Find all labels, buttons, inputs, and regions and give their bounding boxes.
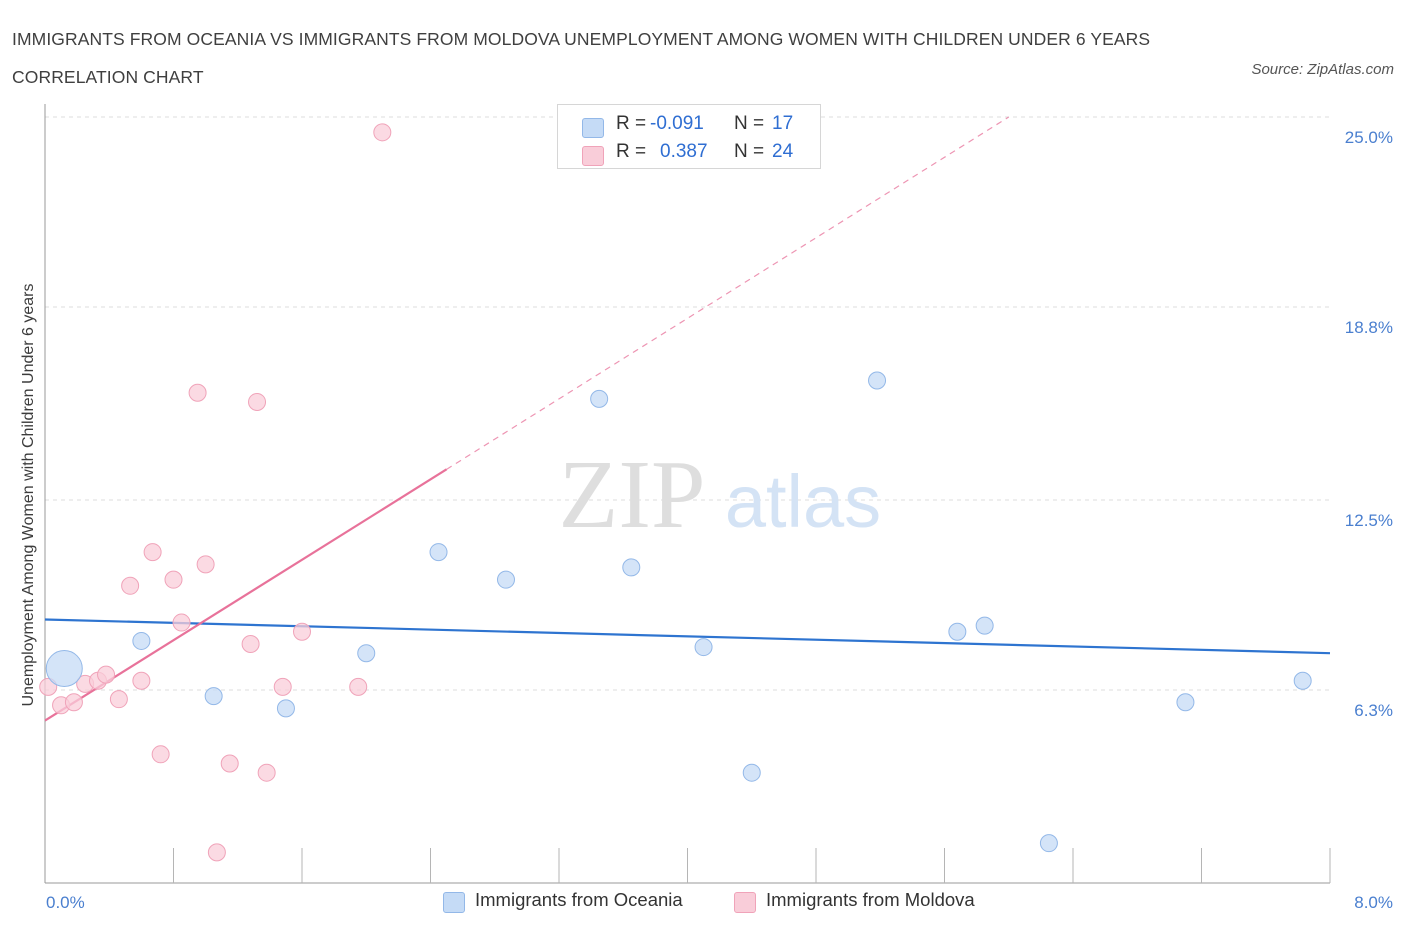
oceania-point xyxy=(975,616,994,635)
oceania-point xyxy=(1293,671,1312,690)
moldova-swatch xyxy=(582,146,604,166)
moldova-point xyxy=(132,671,151,690)
y-axis-label: Unemployment Among Women with Children U… xyxy=(20,283,37,706)
r-value: 0.387 xyxy=(660,141,708,162)
moldova-point xyxy=(349,677,368,696)
source-label: Source: ZipAtlas.com xyxy=(1251,61,1394,78)
moldova-point xyxy=(109,690,128,709)
oceania-point xyxy=(694,638,713,657)
oceania-point xyxy=(276,699,295,718)
axes xyxy=(44,104,1331,884)
moldova-point xyxy=(121,576,140,595)
legend-label-moldova: Immigrants from Moldova xyxy=(766,889,975,910)
oceania-point xyxy=(45,650,83,688)
r-label: R = xyxy=(616,141,647,162)
oceania-point xyxy=(742,763,761,782)
oceania-point xyxy=(948,622,967,641)
oceania-point xyxy=(590,389,609,408)
moldova-point xyxy=(172,613,191,632)
moldova-point xyxy=(273,677,292,696)
n-label: N = xyxy=(734,141,765,162)
moldova-point xyxy=(143,543,162,562)
moldova-point xyxy=(188,383,207,402)
oceania-point xyxy=(868,371,887,390)
oceania-point xyxy=(1176,693,1195,712)
tick-labels: 6.3% 12.5% 18.8% 25.0% 0.0% 8.0% xyxy=(46,128,1393,912)
moldova-point xyxy=(164,570,183,589)
moldova-swatch xyxy=(734,892,756,913)
oceania-swatch xyxy=(582,118,604,138)
moldova-point xyxy=(220,754,239,773)
moldova-point xyxy=(248,392,267,411)
watermark: ZIP atlas xyxy=(559,441,882,549)
oceania-point xyxy=(622,558,641,577)
moldova-point xyxy=(97,665,116,684)
series-legend: Immigrants from Oceania Immigrants from … xyxy=(0,889,1406,917)
grid-lines xyxy=(45,116,1330,691)
chart-title: IMMIGRANTS FROM OCEANIA VS IMMIGRANTS FR… xyxy=(12,29,1151,87)
x-tick-label: 0.0% xyxy=(46,893,85,912)
correlation-legend: R = -0.091 N = 17 R = 0.387 N = 24 xyxy=(557,104,821,169)
moldova-point xyxy=(373,123,392,142)
oceania-trend-line xyxy=(44,618,1331,655)
legend-label-oceania: Immigrants from Oceania xyxy=(475,889,683,910)
oceania-point xyxy=(496,570,515,589)
y-tick-label: 6.3% xyxy=(1354,701,1393,720)
r-label: R = xyxy=(616,113,647,134)
moldova-point xyxy=(196,555,215,574)
oceania-point xyxy=(132,631,151,650)
watermark-atlas: atlas xyxy=(725,460,881,543)
moldova-point xyxy=(257,763,276,782)
trend-lines xyxy=(44,116,1331,722)
moldova-point xyxy=(151,745,170,764)
data-points xyxy=(39,123,1312,862)
moldova-point xyxy=(64,693,83,712)
oceania-point xyxy=(204,687,223,706)
r-value: -0.091 xyxy=(650,113,704,134)
n-label: N = xyxy=(734,113,765,134)
oceania-point xyxy=(1039,834,1058,853)
y-tick-label: 12.5% xyxy=(1345,511,1393,530)
oceania-point xyxy=(357,644,376,663)
oceania-swatch xyxy=(443,892,465,913)
y-tick-label: 18.8% xyxy=(1345,318,1393,337)
n-value: 24 xyxy=(772,141,794,162)
moldova-point xyxy=(241,635,260,654)
y-tick-label: 25.0% xyxy=(1345,128,1393,147)
oceania-point xyxy=(429,543,448,562)
moldova-point xyxy=(293,622,311,641)
moldova-point xyxy=(207,843,226,862)
n-value: 17 xyxy=(772,113,794,134)
watermark-zip: ZIP xyxy=(559,441,706,549)
x-tick-label: 8.0% xyxy=(1354,893,1393,912)
moldova-trend-extension xyxy=(446,116,1010,470)
